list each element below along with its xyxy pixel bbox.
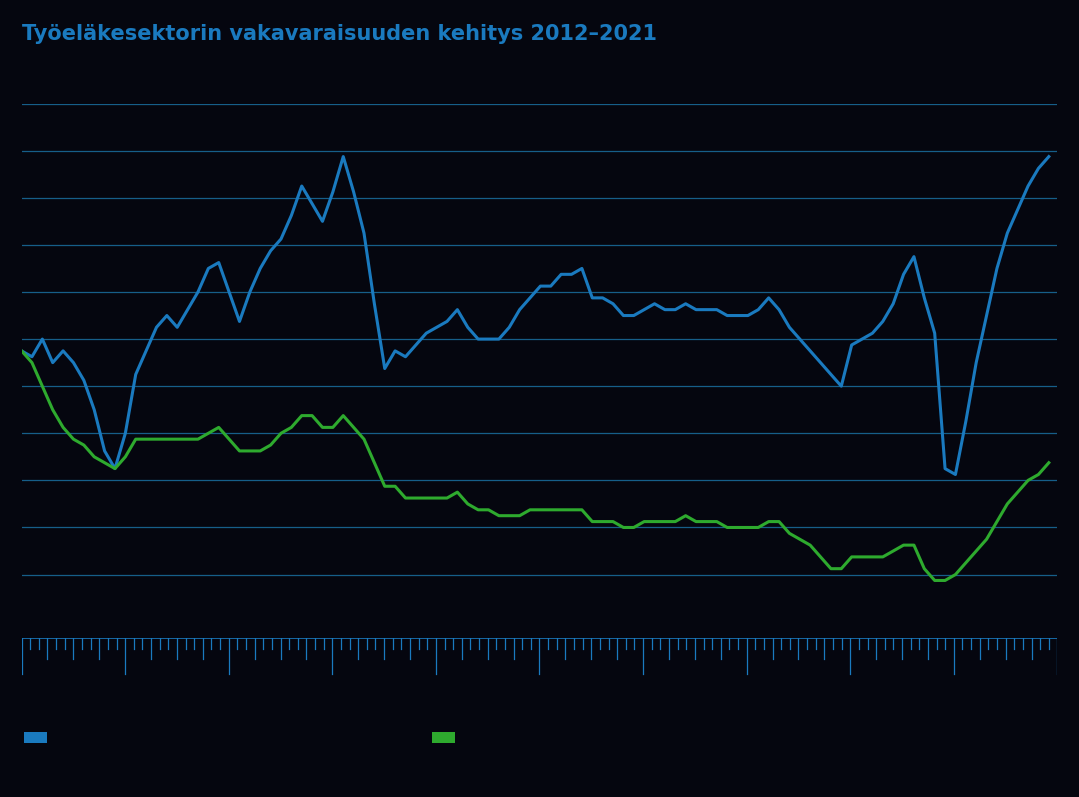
FancyBboxPatch shape: [432, 732, 455, 743]
FancyBboxPatch shape: [24, 732, 47, 743]
Text: Työeläkesektorin vakavaraisuuden kehitys 2012–2021: Työeläkesektorin vakavaraisuuden kehitys…: [22, 24, 657, 44]
